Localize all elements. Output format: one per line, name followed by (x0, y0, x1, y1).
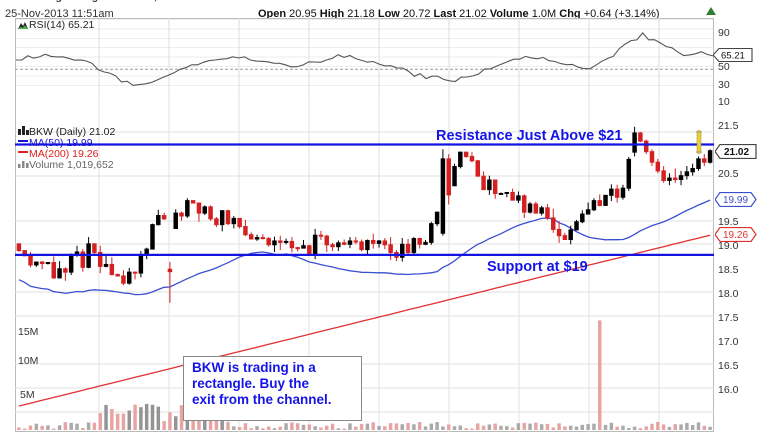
svg-text:21.02: 21.02 (724, 147, 749, 158)
svg-text:19.26: 19.26 (723, 230, 748, 241)
svg-text:19.99: 19.99 (723, 195, 748, 206)
